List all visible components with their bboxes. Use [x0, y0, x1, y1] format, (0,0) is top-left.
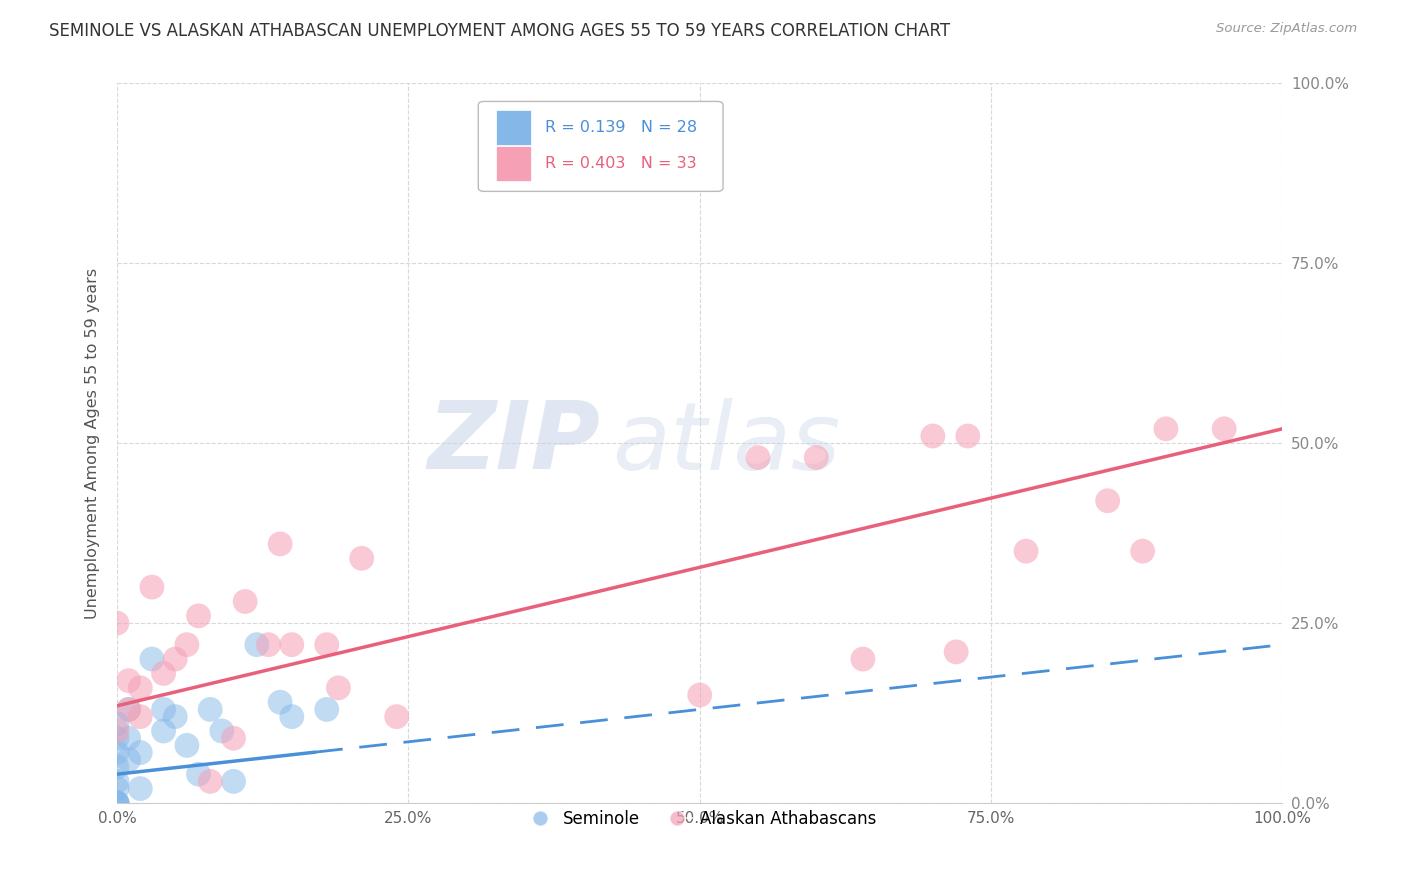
Point — [105, 760, 128, 774]
Point — [187, 608, 209, 623]
Point — [385, 709, 408, 723]
Point — [689, 688, 711, 702]
Point — [105, 781, 128, 796]
Point — [176, 739, 198, 753]
Point — [233, 594, 256, 608]
Text: SEMINOLE VS ALASKAN ATHABASCAN UNEMPLOYMENT AMONG AGES 55 TO 59 YEARS CORRELATIO: SEMINOLE VS ALASKAN ATHABASCAN UNEMPLOYM… — [49, 22, 950, 40]
Point — [211, 724, 233, 739]
Point — [852, 652, 875, 666]
Point — [350, 551, 373, 566]
Point — [269, 695, 291, 709]
Point — [141, 652, 163, 666]
Text: ZIP: ZIP — [427, 397, 600, 489]
Point — [117, 702, 139, 716]
FancyBboxPatch shape — [478, 102, 723, 192]
Point — [315, 638, 337, 652]
Point — [105, 616, 128, 631]
Point — [315, 702, 337, 716]
Point — [328, 681, 350, 695]
Point — [105, 796, 128, 810]
Point — [152, 724, 174, 739]
Point — [222, 731, 245, 746]
Point — [117, 731, 139, 746]
Point — [747, 450, 769, 465]
Point — [105, 774, 128, 789]
Text: R = 0.139   N = 28: R = 0.139 N = 28 — [544, 120, 697, 135]
Point — [176, 638, 198, 652]
Point — [105, 796, 128, 810]
Point — [806, 450, 828, 465]
Point — [257, 638, 280, 652]
Text: atlas: atlas — [612, 398, 841, 489]
Point — [1154, 422, 1177, 436]
Point — [117, 753, 139, 767]
Point — [165, 709, 187, 723]
Point — [117, 673, 139, 688]
Point — [1132, 544, 1154, 558]
Point — [165, 652, 187, 666]
Point — [152, 666, 174, 681]
Point — [105, 716, 128, 731]
Point — [117, 702, 139, 716]
Point — [105, 746, 128, 760]
Point — [152, 702, 174, 716]
Point — [187, 767, 209, 781]
Point — [956, 429, 979, 443]
Point — [105, 724, 128, 739]
Point — [281, 638, 304, 652]
Point — [222, 774, 245, 789]
Legend: Seminole, Alaskan Athabascans: Seminole, Alaskan Athabascans — [516, 803, 883, 834]
Point — [105, 796, 128, 810]
Point — [281, 709, 304, 723]
Point — [129, 681, 152, 695]
Bar — [496, 146, 530, 180]
Point — [129, 746, 152, 760]
Point — [129, 709, 152, 723]
Point — [1015, 544, 1038, 558]
Point — [921, 429, 943, 443]
Y-axis label: Unemployment Among Ages 55 to 59 years: Unemployment Among Ages 55 to 59 years — [86, 268, 100, 619]
Point — [105, 796, 128, 810]
Point — [141, 580, 163, 594]
Point — [269, 537, 291, 551]
Point — [129, 781, 152, 796]
Text: Source: ZipAtlas.com: Source: ZipAtlas.com — [1216, 22, 1357, 36]
Point — [246, 638, 269, 652]
Point — [200, 774, 222, 789]
Point — [945, 645, 967, 659]
Bar — [496, 110, 530, 145]
Text: R = 0.403   N = 33: R = 0.403 N = 33 — [544, 156, 696, 170]
Point — [1213, 422, 1236, 436]
Point — [200, 702, 222, 716]
Point — [105, 731, 128, 746]
Point — [1097, 493, 1119, 508]
